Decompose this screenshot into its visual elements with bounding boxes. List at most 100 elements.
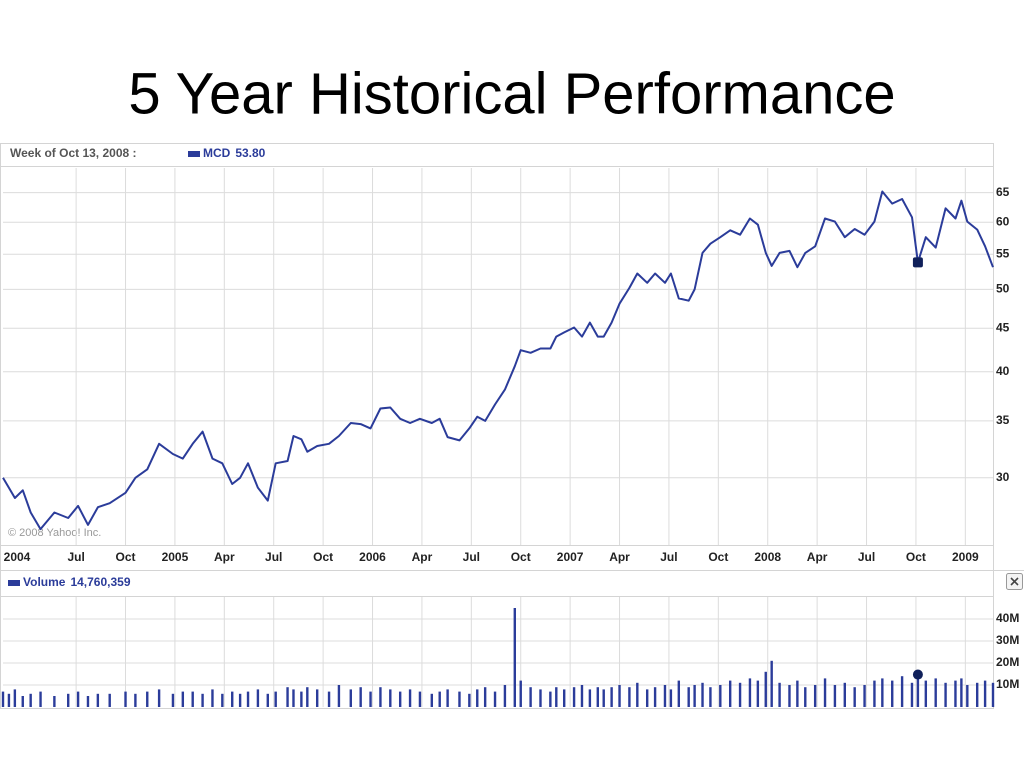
- x-tick-label: Apr: [214, 550, 235, 564]
- volume-bar: [954, 680, 957, 707]
- volume-bar: [300, 691, 303, 707]
- x-tick-label: Oct: [116, 550, 136, 564]
- volume-bar: [108, 693, 111, 707]
- volume-bar: [873, 680, 876, 707]
- x-tick-label: Jul: [660, 550, 677, 564]
- legend-value: 14,760,359: [70, 575, 130, 589]
- volume-bar: [813, 685, 817, 707]
- volume-bar: [738, 682, 742, 707]
- volume-bar: [853, 687, 856, 707]
- x-tick-label: 2008: [754, 550, 781, 564]
- volume-bar: [438, 691, 441, 707]
- x-tick-label: Jul: [858, 550, 875, 564]
- y-tick-label: 50: [996, 282, 1010, 296]
- volume-bar: [796, 680, 799, 707]
- x-tick-label: Apr: [609, 550, 630, 564]
- volume-bar: [408, 689, 412, 707]
- x-tick-label: Apr: [807, 550, 828, 564]
- volume-bar: [588, 689, 592, 707]
- volume-bar: [924, 680, 928, 707]
- x-tick-label: 2004: [4, 550, 31, 564]
- volume-bar: [21, 696, 24, 707]
- volume-bar: [960, 678, 963, 707]
- y-tick-label: 35: [996, 413, 1010, 427]
- volume-bar: [944, 682, 947, 707]
- volume-bar: [76, 691, 80, 707]
- volume-bar: [580, 685, 584, 707]
- volume-bar: [778, 682, 781, 707]
- y-tick-label: 60: [996, 214, 1010, 228]
- y-tick-label: 65: [996, 185, 1010, 199]
- volume-bar: [966, 685, 969, 707]
- volume-bar: [891, 680, 894, 707]
- legend-value: 53.80: [235, 146, 265, 160]
- x-tick-label: Jul: [463, 550, 480, 564]
- x-tick-label: 2006: [359, 550, 386, 564]
- legend-item: Volume 14,760,359: [8, 575, 131, 589]
- legend-text: MCD 53.80: [203, 146, 266, 160]
- volume-bar: [191, 691, 194, 707]
- volume-bar: [211, 689, 214, 707]
- volume-bar: [256, 689, 260, 707]
- volume-bar: [266, 693, 269, 707]
- week-header: Week of Oct 13, 2008 :: [10, 146, 137, 160]
- volume-bar: [231, 691, 234, 707]
- volume-bar: [602, 689, 605, 707]
- volume-bar: [157, 689, 161, 707]
- volume-bar: [1, 691, 5, 707]
- volume-bar: [549, 691, 552, 707]
- volume-bar: [748, 678, 752, 707]
- volume-bar: [513, 608, 516, 707]
- legend-swatch: [8, 580, 20, 586]
- y2-tick-label: 30M: [996, 633, 1019, 647]
- volume-bar: [519, 680, 522, 707]
- close-button[interactable]: [1006, 573, 1023, 590]
- volume-bar: [756, 680, 760, 707]
- volume-bar: [653, 687, 657, 707]
- volume-bar: [833, 685, 837, 707]
- x-tick-label: Oct: [708, 550, 728, 564]
- volume-bar: [134, 693, 137, 707]
- volume-bar: [483, 687, 487, 707]
- volume-bar: [701, 682, 704, 707]
- y-tick-label: 40: [996, 364, 1010, 378]
- volume-bar: [369, 691, 372, 707]
- slide-title: 5 Year Historical Performance: [128, 61, 895, 126]
- volume-bar: [7, 693, 11, 707]
- volume-bar: [596, 687, 599, 707]
- volume-bar: [572, 687, 576, 707]
- legend-text: Volume 14,760,359: [23, 575, 131, 589]
- volume-bar: [503, 685, 507, 707]
- legend-name: MCD: [203, 146, 231, 160]
- volume-bar: [349, 689, 352, 707]
- x-tick-label: Oct: [511, 550, 531, 564]
- volume-bar: [788, 685, 791, 707]
- volume-bar: [555, 687, 558, 707]
- price-line: [2, 190, 994, 531]
- volume-bar: [446, 689, 449, 707]
- volume-bar: [246, 691, 250, 707]
- volume-bar: [418, 691, 422, 707]
- y2-tick-label: 20M: [996, 655, 1019, 669]
- volume-bar: [991, 682, 995, 707]
- volume-bar: [975, 682, 979, 707]
- volume-bar: [430, 693, 434, 707]
- volume-bar: [823, 678, 827, 707]
- close-icon[interactable]: [1010, 577, 1019, 586]
- volume-bar: [53, 696, 56, 707]
- volume-bar: [539, 689, 542, 707]
- selected-volume: [912, 669, 923, 680]
- volume-bar: [171, 693, 175, 707]
- legend-name: Volume: [23, 575, 66, 589]
- volume-bar: [201, 693, 204, 707]
- volume-bar: [900, 676, 904, 707]
- volume-bar: [709, 687, 712, 707]
- volume-bar: [562, 689, 566, 707]
- x-tick-label: Jul: [67, 550, 84, 564]
- x-tick-label: Apr: [412, 550, 433, 564]
- legend-swatch: [188, 151, 200, 157]
- x-tick-label: Oct: [313, 550, 333, 564]
- volume-bar: [728, 680, 732, 707]
- volume-bar: [67, 693, 70, 707]
